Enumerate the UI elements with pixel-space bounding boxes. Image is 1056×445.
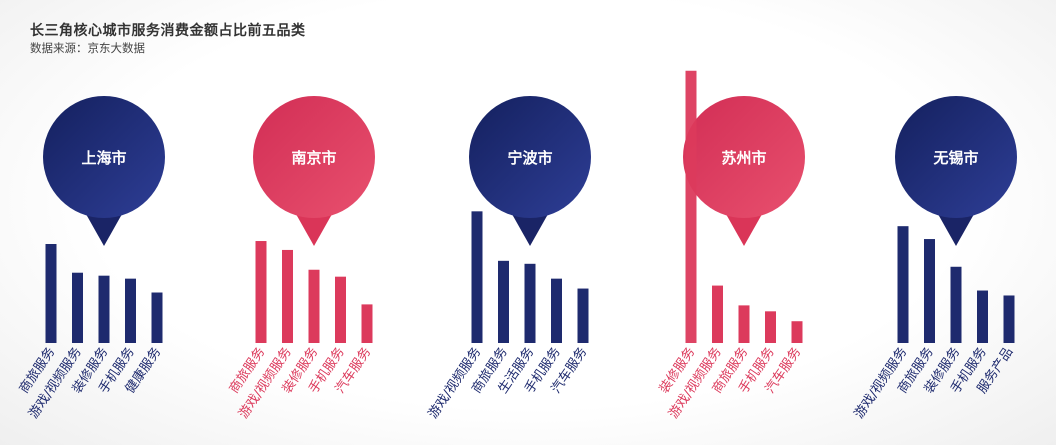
- city-label: 南京市: [291, 149, 336, 167]
- city-pin: 无锡市: [895, 96, 1017, 246]
- pin-bubble: [253, 96, 375, 218]
- city-label: 无锡市: [932, 149, 978, 167]
- bar: [977, 290, 988, 343]
- bar: [282, 249, 293, 343]
- bar: [151, 292, 163, 343]
- bar: [361, 304, 373, 343]
- bar: [98, 275, 110, 343]
- bar: [551, 278, 562, 343]
- city-pin: 苏州市: [683, 96, 805, 246]
- bar: [712, 285, 723, 343]
- bar: [471, 211, 483, 343]
- chart-title: 长三角核心城市服务消费金额占比前五品类: [30, 23, 306, 39]
- bar: [1003, 295, 1015, 343]
- bar: [950, 266, 962, 343]
- city-pin: 南京市: [253, 96, 375, 246]
- bar: [335, 276, 346, 343]
- bar: [498, 260, 509, 343]
- city-label: 苏州市: [721, 149, 766, 167]
- bar: [577, 288, 589, 343]
- pin-bubble: [43, 96, 165, 218]
- bar: [524, 263, 536, 343]
- bar: [255, 241, 267, 343]
- city-pin: 宁波市: [469, 96, 591, 246]
- pin-bubble: [683, 96, 805, 218]
- city-label: 上海市: [81, 149, 126, 167]
- bar: [45, 244, 57, 343]
- bar: [308, 269, 320, 343]
- bar: [765, 311, 776, 343]
- bar: [738, 305, 750, 343]
- bar: [791, 321, 803, 343]
- bar: [924, 239, 935, 343]
- city-label: 宁波市: [507, 149, 552, 167]
- pin-bubble: [895, 96, 1017, 218]
- data-source: 数据来源：京东大数据: [30, 41, 145, 55]
- bar: [72, 272, 83, 343]
- city-pin: 上海市: [43, 96, 165, 246]
- bar: [125, 278, 136, 343]
- pin-bubble: [469, 96, 591, 218]
- bar: [685, 70, 697, 343]
- bar: [897, 226, 909, 343]
